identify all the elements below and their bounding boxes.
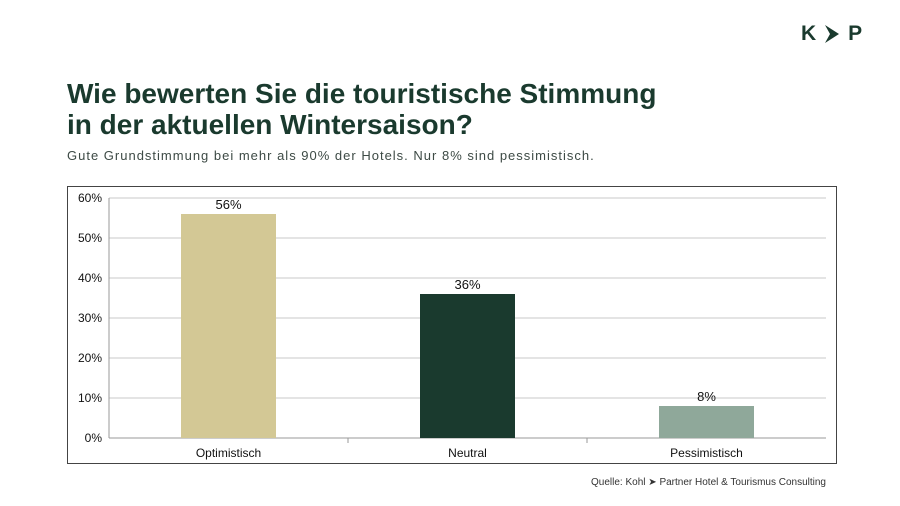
y-tick-label: 30% [78,311,102,325]
data-label: 8% [697,389,716,404]
bar-pessimistisch [659,406,754,438]
logo-letter-p: P [848,22,863,45]
data-label: 36% [454,277,480,292]
data-label: 56% [215,197,241,212]
source-prefix: Quelle: Kohl [591,477,646,488]
y-tick-label: 40% [78,271,102,285]
title-line-2: in der aktuellen Wintersaison? [67,109,473,140]
y-tick-label: 50% [78,231,102,245]
x-tick-label: Neutral [448,446,487,460]
title-line-1: Wie bewerten Sie die touristische Stimmu… [67,78,657,109]
source-arrow-icon: ➤ [648,477,657,488]
y-tick-label: 60% [78,191,102,205]
chevron-right-icon [825,25,840,43]
bar-chart: 0% 10% 20% 30% 40% 50% 60% 56% Optimistisch 36% Ne… [78,191,826,460]
page-title: Wie bewerten Sie die touristische Stimmu… [67,78,787,140]
y-tick-label: 10% [78,391,102,405]
source-note: Quelle: Kohl ➤ Partner Hotel & Tourismus… [591,477,826,488]
bar-neutral [420,294,515,438]
logo-letter-k: K [801,22,817,45]
x-tick-label: Optimistisch [196,446,261,460]
y-tick-label: 0% [85,431,103,445]
chart-frame: 0% 10% 20% 30% 40% 50% 60% 56% Optimistisch 36% Ne… [67,186,837,464]
x-tick-label: Pessimistisch [670,446,743,460]
y-tick-label: 20% [78,351,102,365]
page-subtitle: Gute Grundstimmung bei mehr als 90% der … [67,148,595,163]
source-suffix: Partner Hotel & Tourismus Consulting [659,477,826,488]
logo: K P [801,22,862,46]
bar-optimistisch [181,214,276,438]
